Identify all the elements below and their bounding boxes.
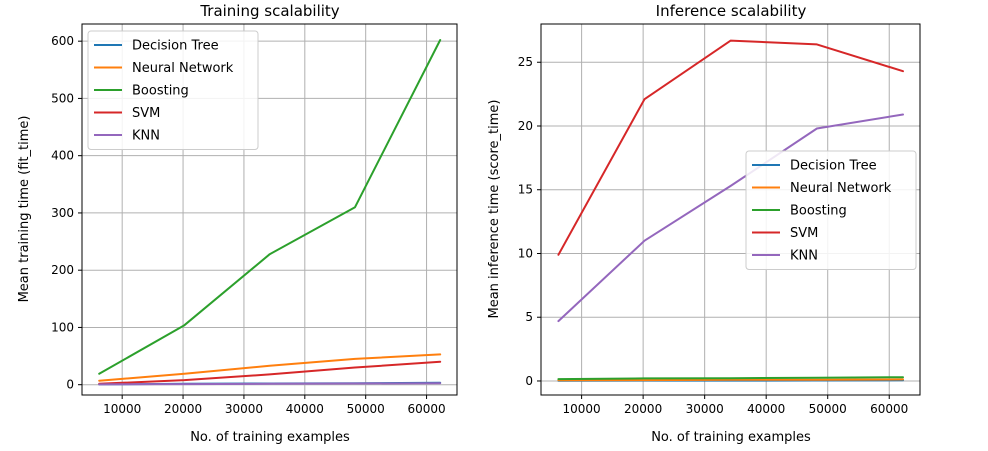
x-tick-label: 30000 <box>686 402 724 416</box>
y-tick-label: 5 <box>525 310 533 324</box>
y-tick-label: 0 <box>66 378 74 392</box>
legend-entry: Neural Network <box>132 61 234 76</box>
legend-entry: Decision Tree <box>132 39 219 54</box>
x-tick-label: 10000 <box>103 402 141 416</box>
legend-entry: Boosting <box>132 84 189 99</box>
series-line-neural-network <box>99 354 440 380</box>
legend-entry: SVM <box>132 106 160 121</box>
y-tick-label: 0 <box>525 374 533 388</box>
x-tick-label: 20000 <box>164 402 202 416</box>
x-tick-label: 30000 <box>225 402 263 416</box>
chart-title: Inference scalability <box>656 2 807 20</box>
y-tick-label: 600 <box>51 34 74 48</box>
legend-entry: SVM <box>790 226 818 241</box>
legend-entry: Boosting <box>790 204 847 219</box>
y-tick-label: 500 <box>51 91 74 105</box>
x-tick-label: 20000 <box>624 402 662 416</box>
legend: Decision Tree Neural Network Boosting SVM KN… <box>88 31 258 150</box>
x-tick-label: 10000 <box>563 402 601 416</box>
y-tick-label: 15 <box>518 183 533 197</box>
inference-scalability-chart: Inference scalability No. of training ex… <box>487 2 920 445</box>
y-tick-label: 20 <box>518 119 533 133</box>
x-axis-label: No. of training examples <box>190 430 350 445</box>
legend-entry: Decision Tree <box>790 159 877 174</box>
x-tick-label: 40000 <box>747 402 785 416</box>
y-axis-label: Mean training time (fit_time) <box>17 116 32 303</box>
y-tick-label: 200 <box>51 263 74 277</box>
x-axis-label: No. of training examples <box>651 430 811 445</box>
y-tick-label: 400 <box>51 149 74 163</box>
x-tick-label: 50000 <box>347 402 385 416</box>
chart-title: Training scalability <box>199 2 339 20</box>
legend-entry: Neural Network <box>790 181 892 196</box>
legend: Decision Tree Neural Network Boosting SVM KN… <box>746 151 916 270</box>
series-line-knn <box>99 383 440 384</box>
x-tick-label: 50000 <box>809 402 847 416</box>
y-tick-label: 100 <box>51 320 74 334</box>
y-tick-label: 10 <box>518 246 533 260</box>
x-tick-label: 60000 <box>870 402 908 416</box>
x-tick-label: 40000 <box>286 402 324 416</box>
legend-entry: KNN <box>790 249 818 264</box>
legend-entry: KNN <box>132 129 160 144</box>
y-tick-label: 300 <box>51 206 74 220</box>
y-tick-label: 25 <box>518 55 533 69</box>
x-tick-label: 60000 <box>407 402 445 416</box>
y-axis-label: Mean inference time (score_time) <box>487 99 502 318</box>
training-scalability-chart: Training scalability No. of training exa… <box>17 2 457 445</box>
